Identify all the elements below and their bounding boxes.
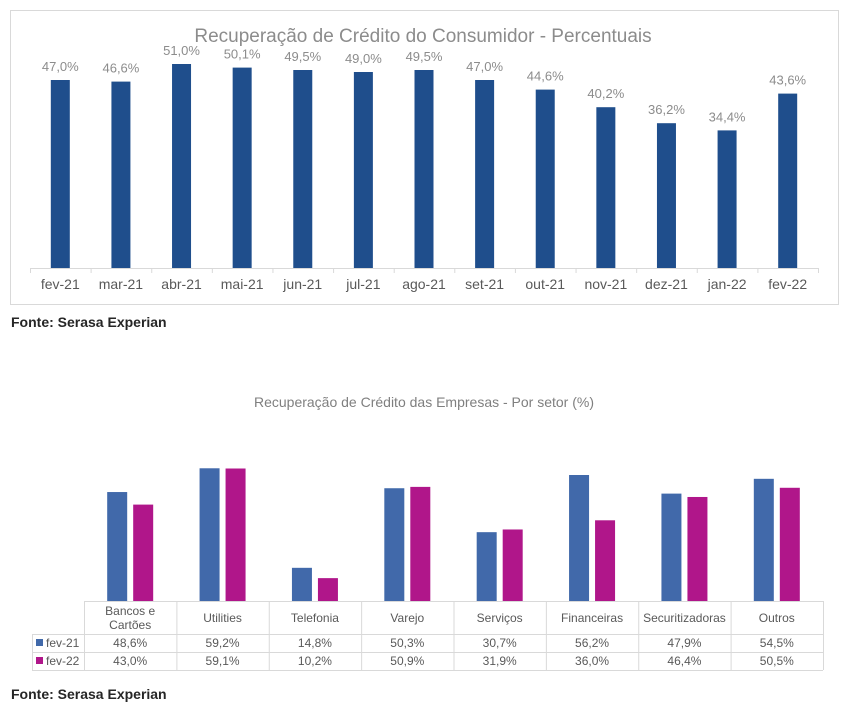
chart2-category-label: Bancos e (105, 604, 155, 618)
chart1-title: Recuperação de Crédito do Consumidor - P… (194, 26, 651, 47)
chart1-bar (778, 93, 798, 268)
chart2-table-value: 48,6% (113, 636, 147, 650)
chart2-category-label: Varejo (390, 611, 424, 625)
chart2-category-label: Cartões (109, 618, 151, 632)
chart2-category-label: Utilities (203, 611, 242, 625)
chart2-table-value: 50,9% (390, 654, 424, 668)
chart1-x-tick-label: set-21 (465, 276, 504, 292)
chart1-x-tick-label: nov-21 (584, 276, 627, 292)
chart1-bar (353, 72, 373, 268)
consumer-recovery-chart: Recuperação de Crédito do Consumidor - P… (30, 26, 819, 292)
chart2-category-label: Financeiras (561, 611, 623, 625)
chart1-data-label: 46,6% (102, 61, 139, 76)
chart1-x-tick-label: jan-22 (707, 276, 747, 292)
chart1-bar (414, 70, 434, 268)
chart2-bar-fev-22 (317, 578, 338, 601)
chart1-bar (717, 130, 737, 268)
chart2-table-value: 56,2% (575, 636, 609, 650)
chart2-bar-fev-21 (476, 532, 497, 601)
chart1-x-tick-label: abr-21 (161, 276, 202, 292)
chart2-table-value: 59,2% (206, 636, 240, 650)
chart2-table-value: 31,9% (483, 654, 517, 668)
chart1-data-label: 34,4% (709, 109, 746, 124)
chart2-table-value: 30,7% (483, 636, 517, 650)
chart1-x-tick-label: dez-21 (645, 276, 688, 292)
chart2-table-value: 50,5% (760, 654, 794, 668)
chart1-data-label: 49,5% (284, 49, 321, 64)
companies-recovery-chart: Recuperação de Crédito das Empresas - Po… (32, 394, 824, 671)
chart1-bar (232, 67, 252, 268)
chart2-legend-swatch (36, 657, 43, 664)
chart2-bar-fev-21 (569, 475, 590, 601)
chart1-bar (656, 123, 676, 268)
chart1-x-tick-label: fev-22 (768, 276, 807, 292)
chart1-data-label: 47,0% (42, 59, 79, 74)
chart2-table-value: 43,0% (113, 654, 147, 668)
chart1-bar (111, 81, 131, 268)
chart2-bar-fev-21 (291, 567, 312, 601)
chart2-bar-fev-22 (595, 520, 616, 601)
chart1-data-label: 36,2% (648, 102, 685, 117)
chart2-table-value: 59,1% (206, 654, 240, 668)
chart2-bar-fev-22 (779, 487, 800, 601)
chart2-legend-swatch (36, 639, 43, 646)
chart1-bar (535, 89, 555, 268)
chart1-data-label: 51,0% (163, 43, 200, 58)
chart1-data-label: 40,2% (587, 86, 624, 101)
chart1-x-tick-label: mar-21 (99, 276, 144, 292)
chart2-bar-fev-21 (384, 488, 405, 601)
chart2-table-value: 36,0% (575, 654, 609, 668)
chart2-legend-label: fev-21 (46, 636, 80, 650)
chart1-x-tick-label: ago-21 (402, 276, 446, 292)
chart1-x-tick-label: out-21 (525, 276, 565, 292)
chart2-legend-label: fev-22 (46, 654, 80, 668)
chart2-category-label: Outros (759, 611, 795, 625)
chart2-category-label: Telefonia (291, 611, 339, 625)
chart1-bar (50, 80, 70, 268)
chart1-data-label: 49,0% (345, 51, 382, 66)
chart2-bar-fev-22 (687, 496, 708, 601)
chart2-table-value: 54,5% (760, 636, 794, 650)
chart2-table-value: 10,2% (298, 654, 332, 668)
chart1-x-tick-label: jul-21 (345, 276, 380, 292)
chart1-data-label: 49,5% (406, 49, 443, 64)
chart2-category-label: Serviços (477, 611, 523, 625)
chart1-bar (596, 107, 616, 268)
chart2-bar-fev-22 (410, 486, 431, 601)
chart2-table-value: 46,4% (667, 654, 701, 668)
chart2-category-label: Securitizadoras (643, 611, 726, 625)
chart2-bar-fev-22 (133, 504, 154, 601)
source-note-1: Fonte: Serasa Experian (11, 314, 167, 330)
chart2-table-value: 14,8% (298, 636, 332, 650)
chart2-bar-fev-21 (661, 493, 682, 601)
chart1-x-tick-label: jun-21 (282, 276, 322, 292)
source-note-2: Fonte: Serasa Experian (11, 686, 167, 702)
chart2-bar-fev-21 (753, 478, 774, 601)
chart1-bar (475, 80, 495, 268)
chart1-bar (172, 64, 192, 268)
chart1-data-label: 43,6% (769, 73, 806, 88)
chart1-frame (10, 10, 839, 305)
chart1-data-label: 50,1% (224, 47, 261, 62)
chart2-bar-fev-22 (502, 529, 523, 601)
chart2-bar-fev-22 (225, 468, 246, 601)
chart2-bar-fev-21 (199, 468, 220, 601)
chart2-table-value: 50,3% (390, 636, 424, 650)
chart1-data-label: 44,6% (527, 69, 564, 84)
chart1-x-tick-label: mai-21 (221, 276, 264, 292)
chart2-table-value: 47,9% (667, 636, 701, 650)
chart1-data-label: 47,0% (466, 59, 503, 74)
chart2-bar-fev-21 (107, 492, 128, 601)
chart1-x-tick-label: fev-21 (41, 276, 80, 292)
chart1-bar (293, 70, 313, 268)
chart2-title: Recuperação de Crédito das Empresas - Po… (254, 394, 594, 410)
